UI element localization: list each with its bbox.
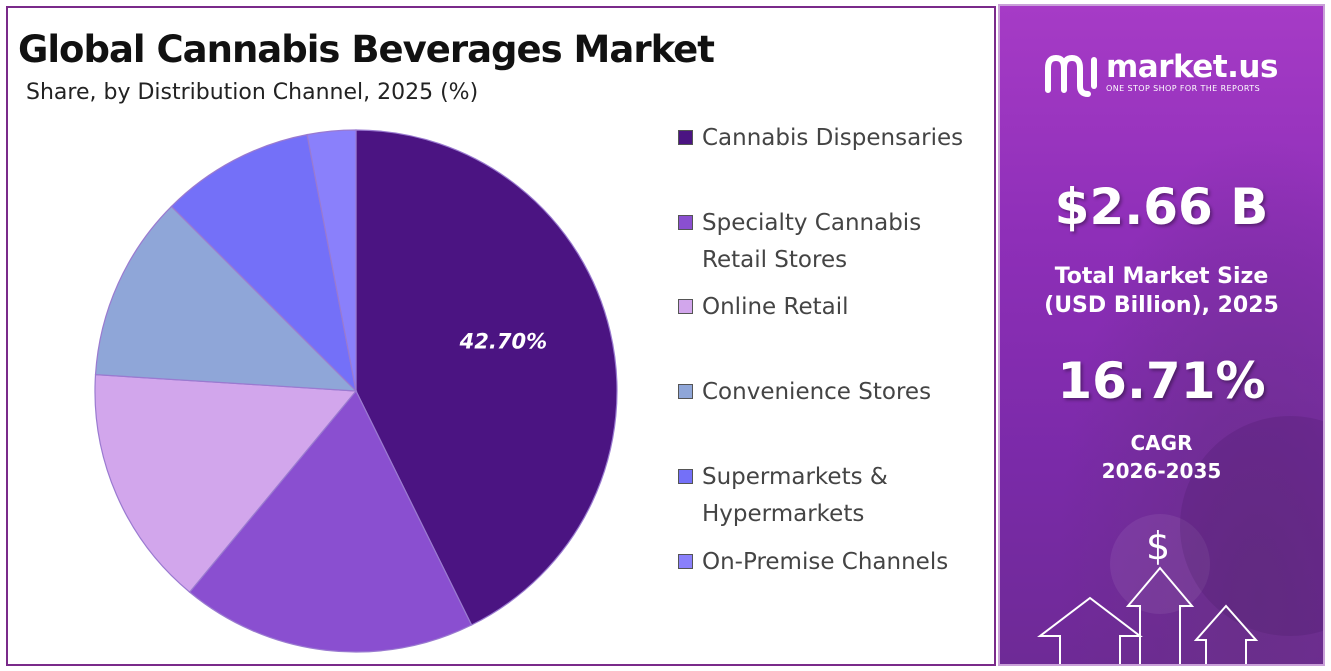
growth-arrows-icon — [1037, 416, 1323, 664]
dollar-icon: $ — [1146, 524, 1171, 568]
legend-item-4: Convenience Stores — [678, 374, 972, 411]
chart-subtitle: Share, by Distribution Channel, 2025 (%) — [26, 80, 479, 105]
pie-slice-2 — [188, 389, 473, 653]
legend-swatch — [678, 469, 693, 484]
legend-label: Cannabis Dispensaries — [702, 125, 964, 151]
market-size-year-label: (USD Billion), 2025 — [1044, 293, 1279, 318]
market-size-value: $2.66 B — [1054, 178, 1269, 236]
legend-label: Convenience Stores — [702, 379, 932, 405]
pie-slice-5 — [170, 133, 357, 393]
summary-panel: $ market.us ONE STOP SHOP FOR THE REPORT… — [998, 4, 1325, 666]
legend-swatch — [678, 215, 693, 230]
brand-logo: market.us ONE STOP SHOP FOR THE REPORTS — [1042, 46, 1278, 98]
legend-item-6: On-Premise Channels — [678, 544, 972, 581]
legend-swatch — [678, 384, 693, 399]
legend-item-1: Cannabis Dispensaries — [678, 120, 972, 157]
legend-swatch — [678, 554, 693, 569]
legend-item-5: Supermarkets & Hypermarkets — [678, 459, 972, 533]
pie-slice-4 — [94, 205, 358, 392]
legend-label: Specialty Cannabis Retail Stores — [702, 210, 922, 273]
legend-label: On-Premise Channels — [702, 549, 949, 575]
pie-slice-1 — [355, 129, 618, 626]
legend-swatch — [678, 299, 693, 314]
pie-slice-6 — [306, 129, 357, 392]
brand-tagline: ONE STOP SHOP FOR THE REPORTS — [1106, 83, 1261, 93]
cagr-value: 16.71% — [1057, 352, 1266, 410]
market-size-label: Total Market Size — [1054, 264, 1269, 289]
pie-chart: 42.70% — [94, 129, 618, 653]
legend-swatch — [678, 130, 693, 145]
pie-slice-3 — [94, 373, 358, 593]
chart-title: Global Cannabis Beverages Market — [18, 28, 715, 71]
chart-panel: Global Cannabis Beverages Market Share, … — [6, 6, 996, 666]
legend-label: Online Retail — [702, 294, 849, 320]
legend-label: Supermarkets & Hypermarkets — [702, 464, 888, 527]
market-us-logo-icon — [1045, 54, 1097, 97]
legend-item-3: Online Retail — [678, 289, 972, 326]
cagr-label: CAGR — [1130, 431, 1193, 455]
cagr-period: 2026-2035 — [1101, 459, 1222, 483]
brand-name: market.us — [1106, 48, 1278, 85]
legend-item-2: Specialty Cannabis Retail Stores — [678, 205, 972, 279]
chart-legend: Cannabis Dispensaries Specialty Cannabis … — [678, 8, 998, 668]
pie-data-label-1: 42.70% — [459, 330, 547, 354]
